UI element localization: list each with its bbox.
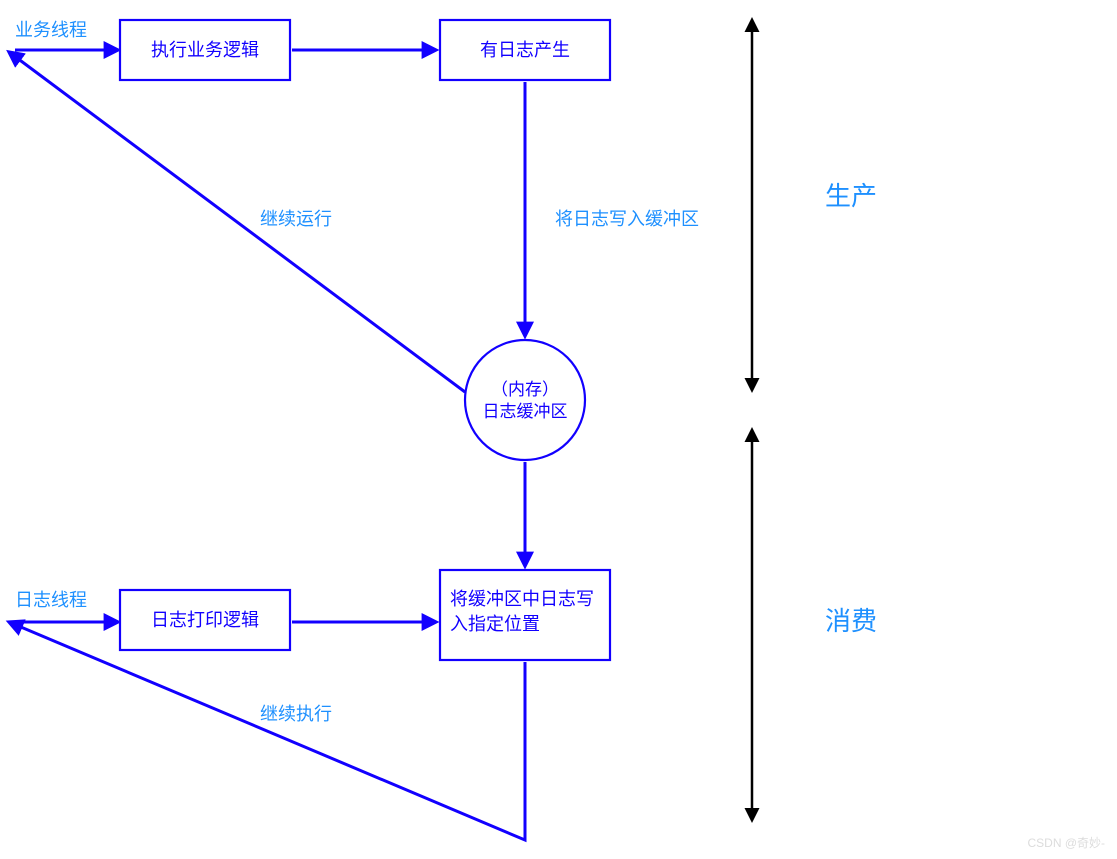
node-buffer-text2: 日志缓冲区	[483, 402, 568, 421]
edge-buffer-to-start	[9, 52, 465, 392]
node-write-buf-text1: 将缓冲区中日志写	[450, 589, 594, 609]
edge-label-write-to-buffer: 将日志写入缓冲区	[555, 209, 699, 229]
node-buffer-text1: （内存）	[491, 380, 559, 399]
watermark: CSDN @奇妙-	[1027, 834, 1105, 851]
node-log-gen-text: 有日志产生	[480, 40, 570, 60]
node-biz-thread-label: 业务线程	[15, 20, 87, 40]
edge-label-continue-exec: 继续执行	[260, 704, 332, 724]
node-buffer	[465, 340, 585, 460]
nodes: 业务线程 执行业务逻辑 有日志产生 （内存） 日志缓冲区 日志线程 日志打印逻辑…	[15, 20, 610, 660]
edges: 将日志写入缓冲区 继续运行 继续执行	[9, 50, 699, 840]
sections: 生产 消费	[752, 20, 877, 820]
node-log-print-text: 日志打印逻辑	[151, 610, 259, 630]
node-log-thread-label: 日志线程	[15, 590, 87, 610]
node-exec-biz-text: 执行业务逻辑	[151, 40, 259, 60]
diagram-canvas: 将日志写入缓冲区 继续运行 继续执行 业务线程 执行业务逻辑 有日志产生 （内存…	[0, 0, 1117, 859]
section-label-consume: 消费	[825, 606, 877, 636]
section-label-produce: 生产	[825, 181, 877, 211]
node-write-buf-text2: 入指定位置	[450, 614, 540, 634]
edge-label-continue-run: 继续运行	[260, 209, 332, 229]
